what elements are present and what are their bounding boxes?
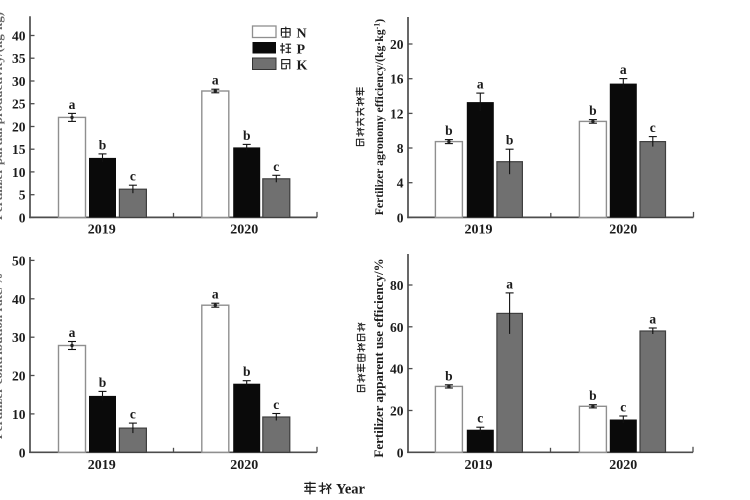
svg-text:2020: 2020 (609, 458, 637, 473)
svg-text:K: K (297, 59, 308, 74)
svg-text:10: 10 (12, 165, 26, 180)
svg-text:Fertilizer partial productivit: Fertilizer partial productivity/(kg·kg) (0, 12, 5, 220)
svg-text:5: 5 (19, 188, 26, 203)
svg-text:15: 15 (12, 142, 26, 157)
svg-text:Fertilizer agronomy efficiency: Fertilizer agronomy efficiency/(kg·kg-1) (373, 19, 387, 216)
svg-text:c: c (130, 169, 136, 184)
svg-text:20: 20 (390, 404, 404, 419)
svg-text:b: b (99, 375, 107, 390)
svg-text:b: b (589, 388, 597, 403)
svg-text:b: b (243, 364, 251, 379)
svg-text:2020: 2020 (230, 458, 258, 473)
svg-text:N: N (297, 27, 307, 42)
svg-text:0: 0 (397, 445, 404, 460)
svg-text:12: 12 (390, 106, 404, 121)
svg-text:b: b (99, 137, 107, 152)
svg-text:b: b (243, 128, 251, 143)
svg-text:c: c (130, 407, 136, 422)
svg-text:0: 0 (397, 210, 404, 225)
svg-text:4: 4 (397, 176, 404, 191)
svg-text:Fertilizer apparent use effici: Fertilizer apparent use efficiency/% (371, 258, 386, 457)
svg-text:2019: 2019 (88, 458, 116, 473)
svg-text:8: 8 (397, 141, 404, 156)
svg-text:20: 20 (390, 37, 404, 52)
svg-text:30: 30 (12, 74, 26, 89)
svg-text:35: 35 (12, 51, 26, 66)
svg-text:a: a (649, 312, 656, 327)
svg-text:20: 20 (12, 119, 26, 134)
svg-text:2020: 2020 (230, 223, 258, 238)
svg-text:b: b (506, 133, 514, 148)
svg-text:c: c (620, 400, 626, 415)
svg-text:c: c (650, 120, 656, 135)
svg-text:a: a (69, 325, 76, 340)
svg-text:a: a (477, 77, 484, 92)
svg-text:0: 0 (19, 445, 26, 460)
svg-text:b: b (589, 103, 597, 118)
svg-text:a: a (506, 276, 513, 291)
svg-text:b: b (445, 368, 453, 383)
svg-text:25: 25 (12, 97, 26, 112)
svg-text:50: 50 (12, 253, 26, 268)
svg-text:a: a (69, 97, 76, 112)
svg-text:c: c (273, 397, 279, 412)
svg-text:c: c (477, 411, 483, 426)
svg-text:Year: Year (336, 482, 366, 498)
svg-text:40: 40 (390, 362, 404, 377)
svg-text:c: c (273, 159, 279, 174)
svg-text:a: a (620, 62, 627, 77)
svg-text:0: 0 (19, 210, 26, 225)
svg-text:30: 30 (12, 330, 26, 345)
svg-text:80: 80 (390, 278, 404, 293)
svg-text:40: 40 (12, 292, 26, 307)
svg-text:a: a (212, 73, 219, 88)
svg-text:2019: 2019 (465, 223, 493, 238)
svg-text:Fertilizer contribution rate/%: Fertilizer contribution rate/% (0, 273, 5, 440)
svg-text:10: 10 (12, 407, 26, 422)
svg-text:P: P (297, 43, 306, 58)
svg-text:2019: 2019 (88, 223, 116, 238)
svg-text:b: b (445, 123, 453, 138)
svg-text:2020: 2020 (609, 223, 637, 238)
svg-text:2019: 2019 (465, 458, 493, 473)
svg-text:60: 60 (390, 320, 404, 335)
svg-text:40: 40 (12, 29, 26, 44)
svg-text:20: 20 (12, 369, 26, 384)
svg-text:a: a (212, 287, 219, 302)
svg-text:16: 16 (390, 72, 404, 87)
